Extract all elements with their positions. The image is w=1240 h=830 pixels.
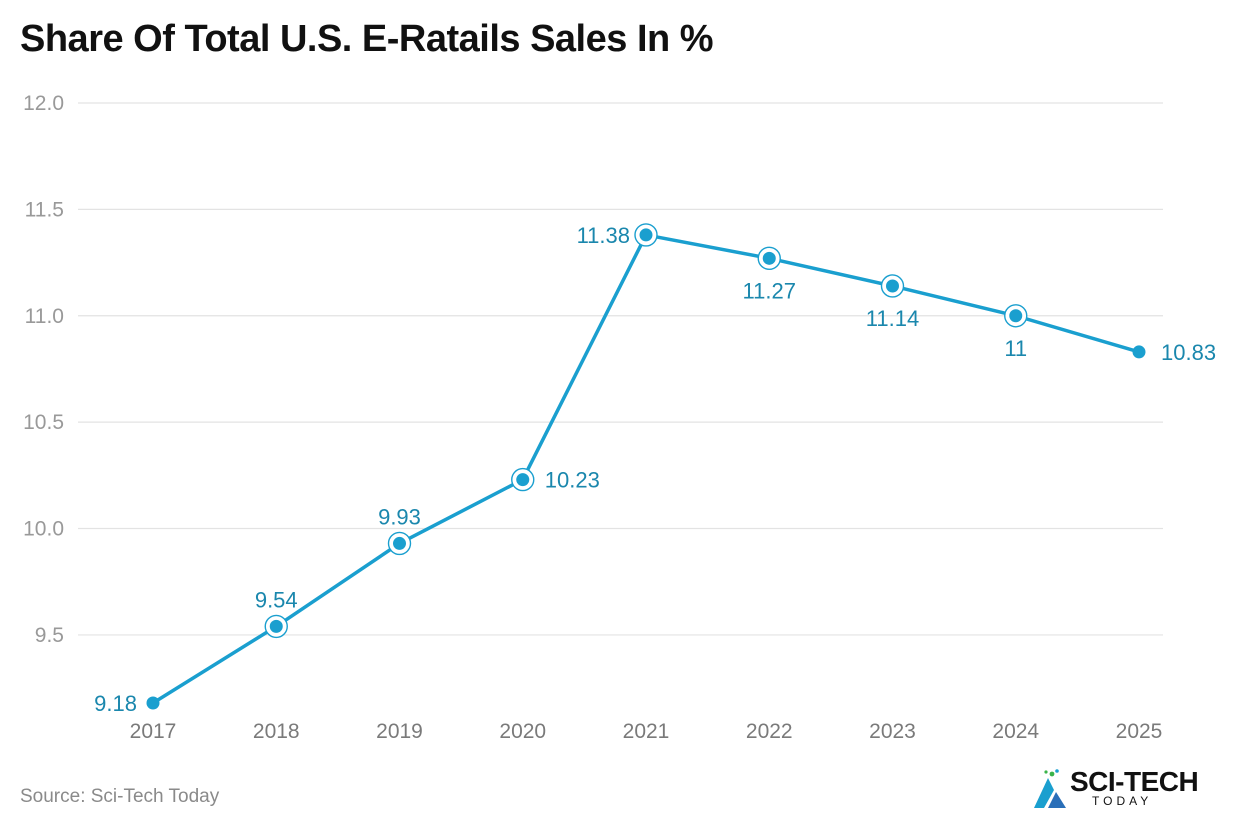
x-tick-label: 2020	[499, 720, 546, 743]
y-axis-ticks: 9.5 10.0 10.5 11.0 11.5 12.0	[23, 92, 64, 647]
sci-tech-logo: SCI-TECH TODAY	[1030, 766, 1215, 816]
x-axis-ticks: 2017 2018 2019 2020 2021 2022 2023 2024 2025	[130, 720, 1163, 743]
grid-layer	[78, 102, 1163, 636]
x-tick-label: 2022	[746, 720, 793, 743]
y-tick-label: 12.0	[23, 92, 64, 115]
x-tick-label: 2019	[376, 720, 423, 743]
line-chart: 9.5 10.0 10.5 11.0 11.5 12.0 2017 2018 2019 2020…	[23, 92, 1216, 743]
y-tick-label: 10.5	[23, 411, 64, 434]
data-point	[762, 251, 776, 265]
y-tick-label: 9.5	[35, 624, 64, 647]
data-label: 10.23	[545, 468, 600, 493]
page-title: Share Of Total U.S. E-Ratails Sales In %	[20, 18, 714, 60]
x-tick-label: 2018	[253, 720, 300, 743]
data-point	[1009, 309, 1023, 323]
x-tick-label: 2021	[623, 720, 670, 743]
x-tick-label: 2017	[130, 720, 177, 743]
data-point	[1132, 345, 1146, 359]
y-tick-label: 11.0	[25, 305, 64, 328]
x-tick-label: 2024	[992, 720, 1039, 743]
logo-name: SCI-TECH	[1070, 766, 1199, 797]
data-label: 11	[1004, 336, 1027, 361]
data-label: 10.83	[1161, 340, 1216, 365]
logo-subtitle: TODAY	[1092, 794, 1153, 808]
data-point	[639, 228, 653, 242]
data-point	[269, 619, 283, 633]
y-tick-label: 11.5	[25, 198, 64, 221]
x-tick-label: 2025	[1116, 720, 1163, 743]
data-point	[393, 536, 406, 550]
logo-mark-icon	[1034, 769, 1066, 808]
data-labels: 9.18 9.54 9.93 10.23 11.38 11.27 11.14 11 10.83	[94, 223, 1216, 716]
data-label: 11.38	[577, 223, 630, 248]
data-label: 9.54	[255, 587, 298, 612]
y-tick-label: 10.0	[23, 518, 64, 541]
data-points	[146, 223, 1146, 710]
series-line	[152, 233, 1140, 705]
data-label: 9.93	[378, 504, 421, 529]
x-tick-label: 2023	[869, 720, 916, 743]
data-label: 11.27	[743, 278, 796, 303]
series-line-layer	[152, 233, 1140, 705]
data-point	[146, 696, 160, 710]
data-point	[886, 279, 899, 293]
data-label: 9.18	[94, 691, 137, 716]
data-point	[516, 473, 530, 487]
data-label: 11.14	[866, 306, 919, 331]
source-note: Source: Sci-Tech Today	[20, 786, 220, 807]
